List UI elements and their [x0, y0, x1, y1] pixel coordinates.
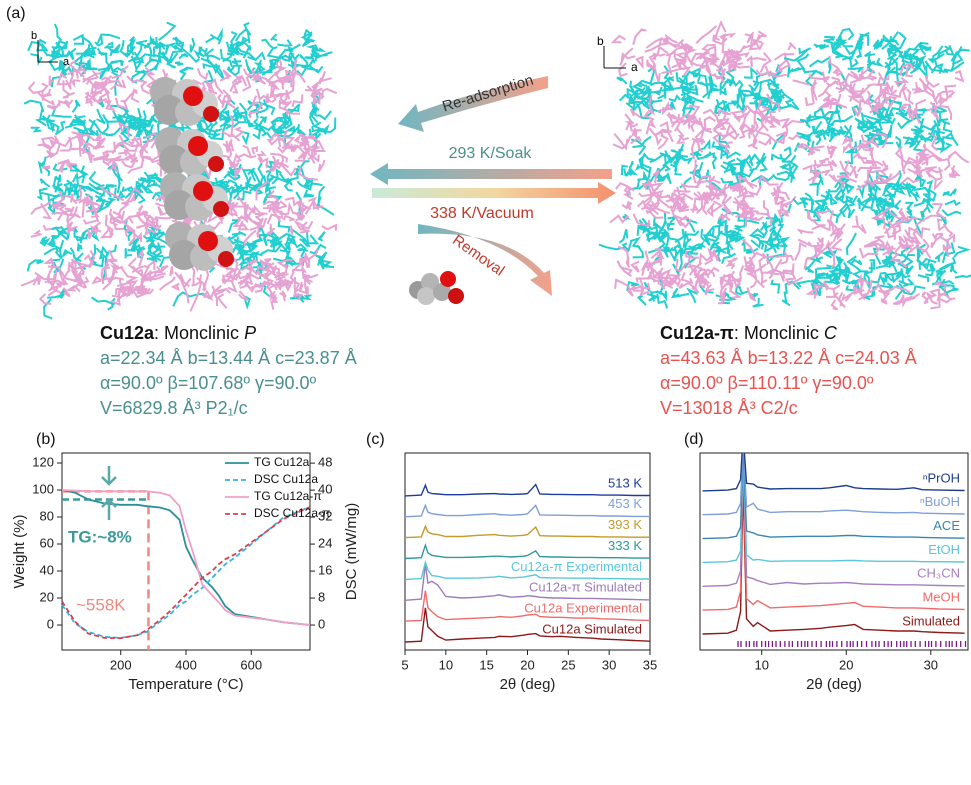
trace-label: 453 K: [608, 496, 642, 511]
x-tick-label: 10: [754, 657, 768, 672]
x-axis-label: 2θ (deg): [500, 676, 556, 693]
annotation: ~558K: [76, 595, 126, 614]
x-tick-label: 200: [110, 657, 132, 672]
x-tick-label: 600: [240, 657, 262, 672]
phase-system: : Monclinic: [734, 323, 824, 343]
y2-tick-label: 0: [318, 616, 325, 631]
x-tick-label: 5: [401, 657, 408, 672]
trace-label: MeOH: [922, 590, 960, 605]
framework: [784, 29, 971, 299]
trace-label: 333 K: [608, 538, 642, 553]
panel-label: (c): [366, 431, 385, 448]
arrow: [370, 163, 612, 185]
reflection-ticks: [738, 641, 966, 647]
trace-label: Cu12a-π Simulated: [529, 580, 642, 595]
phase-lattice: P: [244, 323, 256, 343]
solvent-atom: [213, 201, 229, 217]
lattice-line: α=90.0º β=107.68º γ=90.0º: [100, 373, 317, 393]
solvent-atom: [198, 231, 218, 251]
y-tick-label: 120: [32, 454, 54, 469]
axis-label: a: [631, 60, 638, 74]
trace-label: 393 K: [608, 517, 642, 532]
x-tick-label: 25: [561, 657, 575, 672]
y-axis-label: Weight (%): [11, 515, 28, 589]
y-tick-label: 20: [40, 589, 54, 604]
annotation: TG:~8%: [68, 527, 132, 546]
trace-label: Cu12a-π Experimental: [511, 559, 642, 574]
solvent-atom: [208, 156, 224, 172]
phase-name: Cu12a-π: [660, 323, 734, 343]
trace-label: 513 K: [608, 475, 642, 490]
y-tick-label: 40: [40, 562, 54, 577]
legend-label: DSC Cu12a-π: [254, 506, 330, 520]
axis-label: a: [63, 56, 70, 68]
panel-label: (a): [6, 5, 26, 22]
phase-lattice: C: [824, 323, 838, 343]
solvent-atom: [218, 251, 234, 267]
arrow: [372, 182, 616, 204]
lattice-line: V=13018 Å³ C2/c: [660, 398, 798, 418]
lattice-line: V=6829.8 Å³ P2₁/c: [100, 398, 248, 418]
trace-label: ⁿBuOH: [920, 494, 960, 509]
trace-label: ACE: [933, 518, 960, 533]
lattice-line: α=90.0º β=110.11º γ=90.0º: [660, 373, 874, 393]
phase-system: : Monclinic: [154, 323, 244, 343]
arrow-label: 338 K/Vacuum: [430, 205, 534, 222]
x-axis-label: Temperature (°C): [128, 676, 243, 693]
x-tick-label: 30: [924, 657, 938, 672]
phase-name: Cu12a: [100, 323, 155, 343]
y-tick-label: 100: [32, 481, 54, 496]
lattice-line: a=43.63 Å b=13.22 Å c=24.03 Å: [660, 348, 917, 368]
trace-label: ⁿPrOH: [923, 470, 960, 485]
phase-title: Cu12a-π: Monclinic C: [660, 323, 838, 343]
figure: (a) b a b a Re-adsorption 293 K/Soak 338…: [0, 0, 971, 785]
legend-label: TG Cu12a: [254, 455, 310, 469]
axis-label: b: [597, 34, 604, 48]
trace-label: Simulated: [902, 613, 960, 628]
y-tick-label: 60: [40, 535, 54, 550]
arrow-label: Removal: [449, 232, 507, 280]
legend-label: DSC Cu12a: [254, 472, 318, 486]
x-axis-label: 2θ (deg): [806, 676, 862, 693]
x-tick-label: 10: [439, 657, 453, 672]
trace-label: EtOH: [928, 542, 960, 557]
x-tick-label: 20: [839, 657, 853, 672]
axis-label: b: [31, 30, 37, 42]
panel-label: (d): [684, 431, 704, 448]
lattice-line: a=22.34 Å b=13.44 Å c=23.87 Å: [100, 348, 357, 368]
x-tick-label: 15: [479, 657, 493, 672]
solvent-atom: [183, 86, 203, 106]
solvent-atom: [188, 136, 208, 156]
trace-label: Cu12a Simulated: [542, 621, 642, 636]
x-tick-label: 35: [643, 657, 657, 672]
x-tick-label: 30: [602, 657, 616, 672]
y-tick-label: 0: [47, 616, 54, 631]
y-tick-label: 80: [40, 508, 54, 523]
trace-label: CH₃CN: [917, 566, 960, 581]
y2-axis-label: DSC (mW/mg): [343, 503, 360, 601]
y2-tick-label: 48: [318, 455, 332, 470]
framework: [610, 23, 803, 304]
solvent-atom: [193, 181, 213, 201]
solvent-atom: [203, 106, 219, 122]
solvent-molecule: [409, 271, 464, 305]
x-tick-label: 400: [175, 657, 197, 672]
y2-tick-label: 24: [318, 536, 332, 551]
legend-label: TG Cu12a-π: [254, 489, 322, 503]
phase-title: Cu12a: Monclinic P: [100, 323, 256, 343]
y2-tick-label: 8: [318, 589, 325, 604]
trace-label: Cu12a Experimental: [524, 601, 642, 616]
y2-tick-label: 16: [318, 563, 332, 578]
panel-label: (b): [36, 431, 56, 448]
x-tick-label: 20: [520, 657, 534, 672]
arrow-label: 293 K/Soak: [449, 145, 533, 162]
